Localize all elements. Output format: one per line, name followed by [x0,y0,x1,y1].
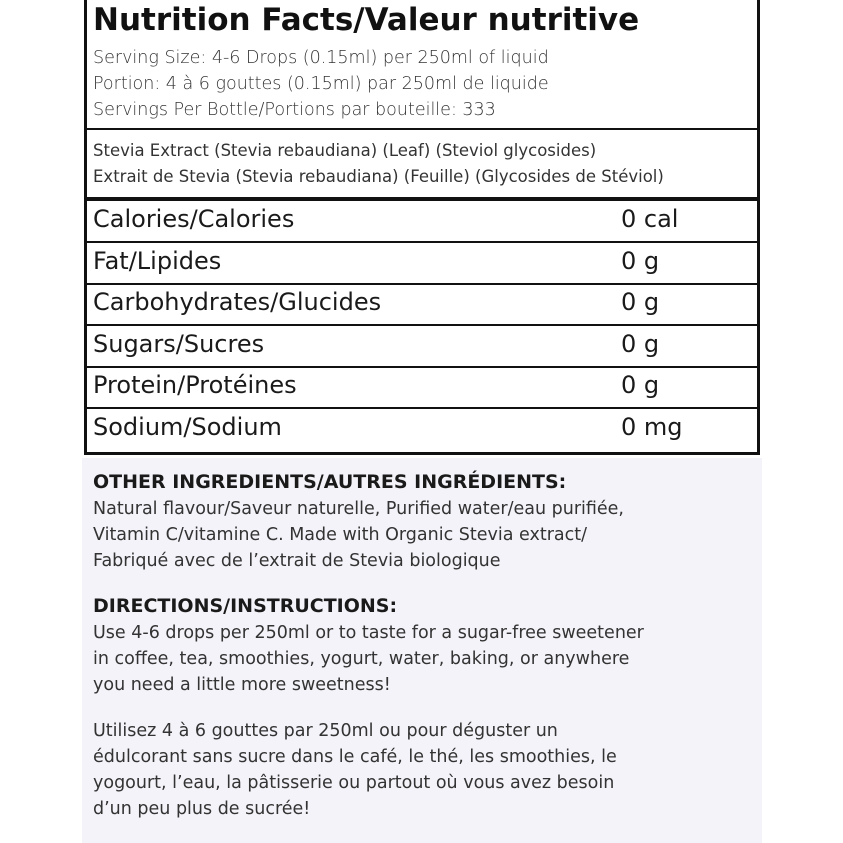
rule [87,128,757,130]
nutrient-value: 0 cal [621,205,679,233]
nutrient-value: 0 g [621,329,660,358]
serving-line: Serving Size: 4-6 Drops (0.15ml) per 250… [93,48,549,68]
text-line: in coffee, tea, smoothies, yogurt, water… [93,649,630,669]
rule [87,241,757,243]
nutrient-name: Carbohydrates/Glucides [93,288,382,316]
section-heading: OTHER INGREDIENTS/AUTRES INGRÉDIENTS: [93,471,567,493]
nutrient-name: Sodium/Sodium [93,412,282,441]
rule [87,282,757,285]
nutrient-value: 0 mg [621,412,683,441]
nutrient-name: Protein/Protéines [93,371,297,399]
text-line: Vitamin C/vitamine C. Made with Organic … [93,525,587,545]
nutrient-name: Fat/Lipides [93,246,222,275]
text-line: Utilisez 4 à 6 gouttes par 250ml ou pour… [93,721,558,741]
text-line: Use 4-6 drops per 250ml or to taste for … [93,623,644,643]
info-panel: OTHER INGREDIENTS/AUTRES INGRÉDIENTS: Nat… [82,458,762,843]
nutrient-name: Calories/Calories [93,205,295,233]
title: Nutrition Facts/Valeur nutritive [93,2,640,38]
text-line: you need a little more sweetness! [93,675,391,695]
nutrient-value: 0 g [621,371,660,399]
rule [87,324,757,326]
nutrition-box: Nutrition Facts/Valeur nutritive Serving … [84,0,760,455]
ingredient-line: Extrait de Stevia (Stevia rebaudiana) (F… [93,167,664,186]
text-line: Fabriqué avec de l’extrait de Stevia bio… [93,551,501,571]
section-heading: DIRECTIONS/INSTRUCTIONS: [93,595,398,617]
rule [87,197,757,201]
text-line: yogourt, l’eau, la pâtisserie ou partout… [93,773,615,793]
nutrient-value: 0 g [621,288,660,316]
serving-line: Portion: 4 à 6 gouttes (0.15ml) par 250m… [93,74,549,94]
serving-line: Servings Per Bottle/Portions par bouteil… [93,100,496,120]
rule [87,365,757,368]
nutrient-name: Sugars/Sucres [93,329,265,358]
ingredient-line: Stevia Extract (Stevia rebaudiana) (Leaf… [93,141,597,160]
text-line: Natural flavour/Saveur naturelle, Purifi… [93,499,624,519]
text-line: édulcorant sans sucre dans le café, le t… [93,747,617,767]
text-line: d’un peu plus de sucrée! [93,799,311,819]
rule [87,407,757,409]
nutrient-value: 0 g [621,246,660,275]
